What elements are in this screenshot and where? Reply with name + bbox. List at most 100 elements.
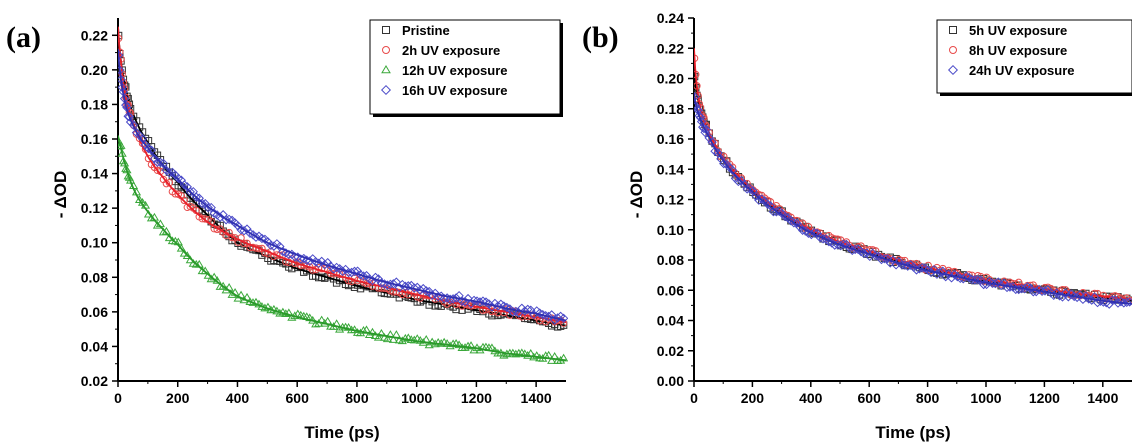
series-24h-uv-exposure [694,92,1132,309]
data-point [469,295,479,306]
data-point [364,330,375,339]
fit-line [118,49,567,322]
data-point [1075,290,1085,300]
data-point [197,198,207,209]
x-tick-label: 0 [690,390,698,406]
y-tick-label: 0.10 [657,222,684,238]
data-point [935,267,945,278]
data-point [952,271,963,282]
data-point [1122,297,1132,308]
data-point [695,112,706,123]
data-point [1040,286,1050,296]
data-point [742,184,752,194]
legend-marker [382,46,390,54]
data-point [373,274,384,284]
data-point [499,301,509,311]
data-point [257,233,267,244]
data-point [558,313,568,324]
data-point [121,100,131,110]
data-point [1022,282,1033,292]
legend-box [936,19,1132,94]
data-point [454,340,464,349]
data-point [221,215,231,225]
data-point [469,345,479,354]
y-tick-label: 0.22 [657,40,684,56]
data-point [144,154,153,163]
data-point [1116,296,1126,307]
legend-marker [949,46,957,54]
data-point [713,148,723,158]
data-point [812,228,822,239]
data-point [961,271,971,281]
data-point [547,356,557,364]
data-point [970,275,980,285]
data-point [442,339,452,347]
data-point [1069,291,1079,302]
x-axis-title: Time (ps) [304,423,379,442]
data-point [704,133,714,143]
fit-line [694,93,1132,305]
data-point [987,278,998,289]
data-point [370,272,381,283]
data-point [1107,295,1117,305]
legend-marker [947,64,959,76]
data-point [128,120,139,130]
data-point [239,226,249,236]
data-point [185,187,195,197]
y-tick-label: 0.06 [657,282,684,298]
x-tick-label: 1400 [1087,390,1118,406]
data-point [478,296,488,306]
panel-label: (b) [582,21,619,54]
series-12h-uv-exposure [118,135,568,365]
y-tick-label: 0.02 [81,373,108,389]
series-16h-uv-exposure [118,49,568,325]
x-tick-label: 800 [916,390,940,406]
y-tick-label: 0.06 [81,304,108,320]
y-tick-label: 0.16 [657,131,684,147]
panel-label: (a) [6,21,41,54]
data-point [838,239,849,249]
data-point [388,279,399,289]
legend-entry: 12h UV exposure [402,63,508,78]
fit-line [118,135,567,362]
fit-line [118,26,567,324]
y-tick-label: 0.16 [81,131,108,147]
data-point [263,302,273,311]
data-point [152,157,163,168]
data-point [1104,299,1114,309]
y-tick-label: 0.08 [81,269,108,285]
y-tick-label: 0.18 [81,96,108,112]
data-point [409,283,419,293]
data-point [180,196,189,205]
y-tick-label: 0.24 [657,10,684,26]
y-tick-label: 0.22 [81,27,108,43]
data-point [984,276,995,287]
fit-line [118,26,567,327]
x-tick-label: 1200 [1029,390,1060,406]
data-point [523,304,533,315]
x-tick-label: 1000 [970,390,1001,406]
data-point [311,319,321,328]
data-point [707,137,717,147]
data-point [421,286,431,296]
y-tick-label: 0.08 [657,252,684,268]
x-tick-label: 200 [741,390,765,406]
data-point [358,326,369,334]
data-point [499,350,509,359]
data-point [771,207,782,217]
data-point [700,127,710,138]
data-point [537,309,548,320]
legend: 5h UV exposure 8h UV exposure 24h UV expos… [936,19,1132,96]
data-point [451,293,461,303]
data-point [990,278,1001,289]
data-point [349,266,360,277]
data-point [201,215,209,223]
data-point [382,334,392,343]
x-tick-label: 1200 [461,390,492,406]
data-point [203,202,213,213]
data-point [335,324,345,333]
legend: Pristine 2h UV exposure 12h UV exposure 16h… [369,19,563,117]
data-point [882,254,893,264]
data-point [155,157,166,168]
